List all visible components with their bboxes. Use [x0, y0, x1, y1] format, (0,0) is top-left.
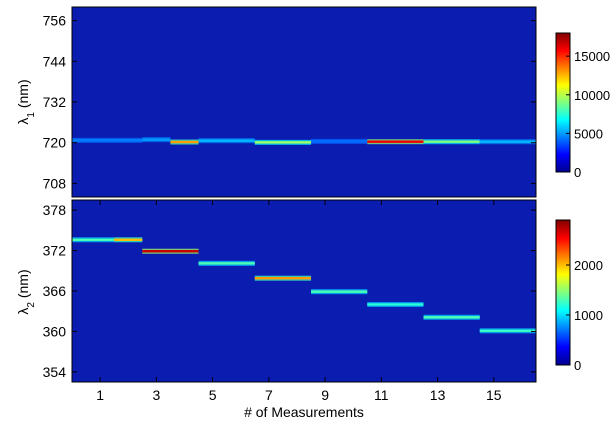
- colorbar-label-1-2: 5000: [574, 126, 603, 141]
- colorbar-2: [555, 219, 571, 366]
- segment-1-9: [479, 140, 536, 143]
- xtick-label-4: 7: [265, 387, 273, 403]
- segments-2: [72, 237, 536, 334]
- colorbar-label-1-4: 15000: [574, 49, 610, 64]
- segment-1-4: [198, 139, 255, 142]
- segment-1-5: [254, 141, 312, 144]
- segment-2-6: [311, 290, 368, 293]
- xtick-label-2: 3: [152, 387, 160, 403]
- segment-1-3: [170, 140, 199, 144]
- colorbar-label-2-1: 0: [574, 358, 581, 373]
- segment-1-8: [423, 140, 480, 143]
- segment-2-1: [72, 238, 115, 241]
- segment-2-3: [142, 250, 199, 253]
- segment-1-6: [311, 140, 368, 143]
- xtick-label-3: 5: [209, 387, 217, 403]
- xtick-label-1: 1: [96, 387, 104, 403]
- ylabel-1: λ1 (nm): [15, 79, 37, 124]
- ylabel-1-sub: 1: [26, 112, 37, 118]
- colorbar-label-1-1: 0: [574, 165, 581, 180]
- colorbar-1: [555, 32, 571, 173]
- plot-area-2: [72, 200, 536, 382]
- segment-2-4: [198, 262, 255, 265]
- ytick-label-2-3: 366: [43, 283, 67, 299]
- xtick-label-7: 13: [430, 387, 446, 403]
- segment-2-7: [367, 303, 424, 306]
- ytick-label-2-2: 360: [43, 323, 67, 339]
- ylabel-2-sub: 2: [26, 302, 37, 308]
- xticks-2: 1 3 5 7 9 11 13 15: [96, 200, 502, 403]
- yticks-2: 354 360 366 372 378: [43, 202, 536, 380]
- segment-1-7: [367, 140, 424, 143]
- colorbar-label-2-2: 1000: [574, 308, 603, 323]
- ytick-label-1-5: 756: [43, 13, 67, 29]
- xtick-label-6: 11: [374, 387, 389, 403]
- xtick-label-8: 15: [486, 387, 502, 403]
- segments-1: [72, 137, 536, 145]
- xlabel: # of Measurements: [244, 404, 364, 420]
- segment-2-8: [423, 316, 480, 319]
- ytick-label-1-4: 744: [43, 53, 67, 69]
- ytick-label-1-3: 732: [43, 94, 67, 110]
- colorbar-ticks-1: 0 5000 10000 15000: [566, 49, 610, 180]
- yticks-1: 708 720 732 744 756: [43, 13, 536, 191]
- colorbar-ticks-2: 0 1000 2000: [566, 258, 603, 373]
- colorbar-label-2-3: 2000: [574, 258, 603, 273]
- segment-1-2: [142, 138, 171, 141]
- ytick-label-2-1: 354: [43, 364, 67, 380]
- segment-2-2: [114, 238, 143, 241]
- xtick-label-5: 9: [321, 387, 329, 403]
- ytick-label-1-1: 708: [43, 175, 67, 191]
- panel-lambda1: 708 720 732 744 756 λ1 (nm) 0 5000 10000 15000: [15, 6, 610, 198]
- ytick-label-2-4: 372: [43, 243, 67, 259]
- ytick-label-2-5: 378: [43, 202, 67, 218]
- ylabel-2: λ2 (nm): [15, 269, 37, 314]
- segment-2-9: [479, 329, 536, 332]
- segment-2-5: [254, 276, 312, 280]
- colorbar-label-1-3: 10000: [574, 88, 610, 103]
- segment-1-1: [72, 139, 143, 142]
- plot-area-1: [72, 7, 536, 197]
- ytick-label-1-2: 720: [43, 135, 67, 151]
